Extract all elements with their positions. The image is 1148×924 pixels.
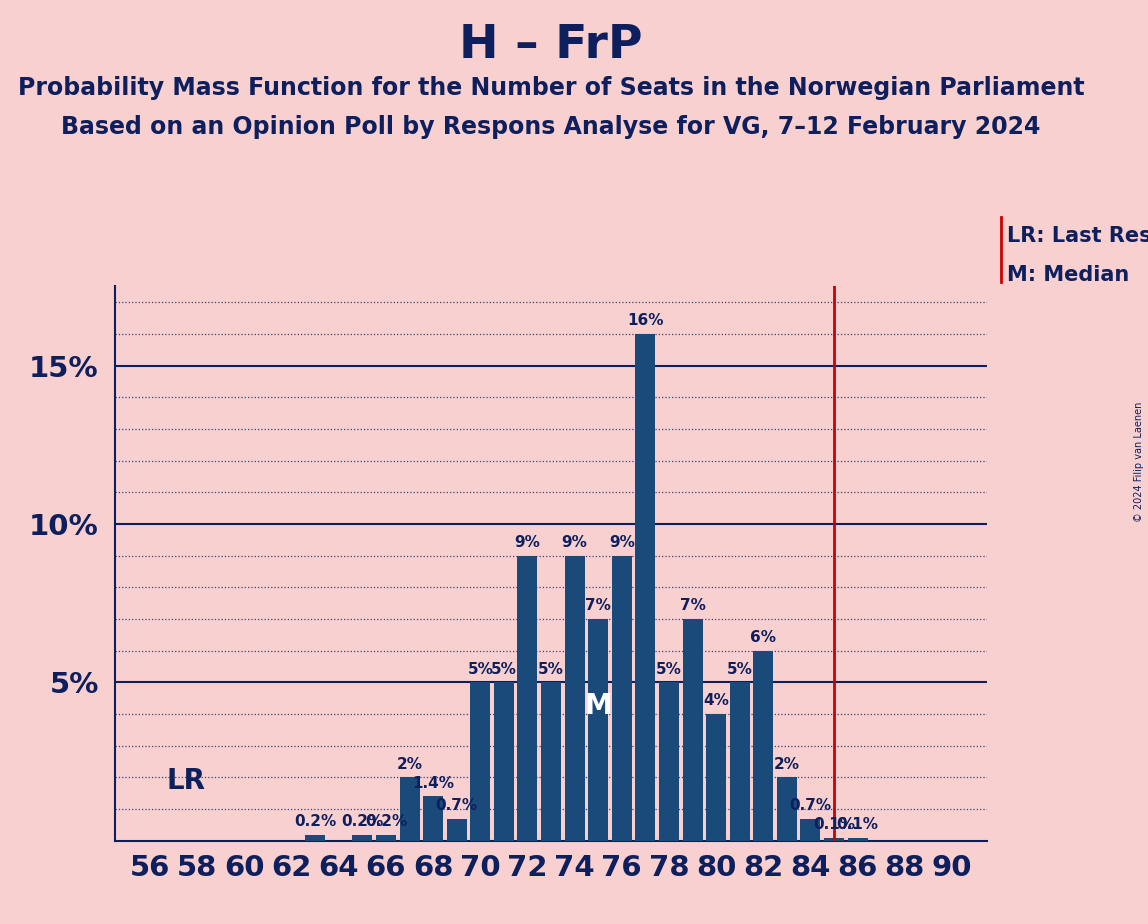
Bar (706, 714, 727, 841)
Bar (730, 683, 750, 841)
Text: 7%: 7% (585, 599, 611, 614)
Bar (305, 834, 325, 841)
Text: © 2024 Filip van Laenen: © 2024 Filip van Laenen (1134, 402, 1143, 522)
Text: 0.1%: 0.1% (837, 817, 878, 832)
Bar (753, 650, 774, 841)
Text: 7%: 7% (680, 599, 706, 614)
Bar (800, 819, 821, 841)
Text: 6%: 6% (751, 630, 776, 645)
Bar (777, 777, 797, 841)
Text: Based on an Opinion Poll by Respons Analyse for VG, 7–12 February 2024: Based on an Opinion Poll by Respons Anal… (61, 115, 1041, 139)
Text: 0.2%: 0.2% (341, 814, 383, 829)
Bar (612, 555, 631, 841)
Text: 5%: 5% (656, 662, 682, 676)
Bar (518, 555, 537, 841)
Bar (565, 555, 584, 841)
Text: 2%: 2% (774, 757, 800, 772)
Text: 16%: 16% (627, 313, 664, 328)
Text: H – FrP: H – FrP (459, 23, 643, 68)
Bar (824, 838, 844, 841)
Text: 9%: 9% (608, 535, 635, 550)
Text: 5%: 5% (491, 662, 517, 676)
Bar (424, 796, 443, 841)
Text: Probability Mass Function for the Number of Seats in the Norwegian Parliament: Probability Mass Function for the Number… (17, 76, 1085, 100)
Text: 0.2%: 0.2% (294, 814, 336, 829)
Bar (541, 683, 561, 841)
Text: M: Median: M: Median (1007, 265, 1128, 286)
Bar (683, 619, 703, 841)
Bar (588, 619, 608, 841)
Text: 9%: 9% (514, 535, 541, 550)
Text: M: M (584, 692, 612, 721)
Text: 2%: 2% (396, 757, 422, 772)
Bar (352, 834, 372, 841)
Text: LR: LR (166, 767, 205, 795)
Bar (471, 683, 490, 841)
Bar (375, 834, 396, 841)
Text: 5%: 5% (538, 662, 564, 676)
Bar (494, 683, 514, 841)
Text: 0.2%: 0.2% (365, 814, 408, 829)
Text: 1.4%: 1.4% (412, 776, 455, 791)
Bar (635, 334, 656, 841)
Text: LR: Last Result: LR: Last Result (1007, 226, 1148, 247)
Text: 9%: 9% (561, 535, 588, 550)
Bar (447, 819, 467, 841)
Text: 5%: 5% (467, 662, 494, 676)
Text: 4%: 4% (704, 693, 729, 709)
Text: 0.7%: 0.7% (790, 798, 831, 813)
Bar (847, 838, 868, 841)
Text: 0.7%: 0.7% (435, 798, 478, 813)
Bar (659, 683, 678, 841)
Text: 5%: 5% (727, 662, 753, 676)
Text: 0.1%: 0.1% (813, 817, 855, 832)
Bar (400, 777, 419, 841)
